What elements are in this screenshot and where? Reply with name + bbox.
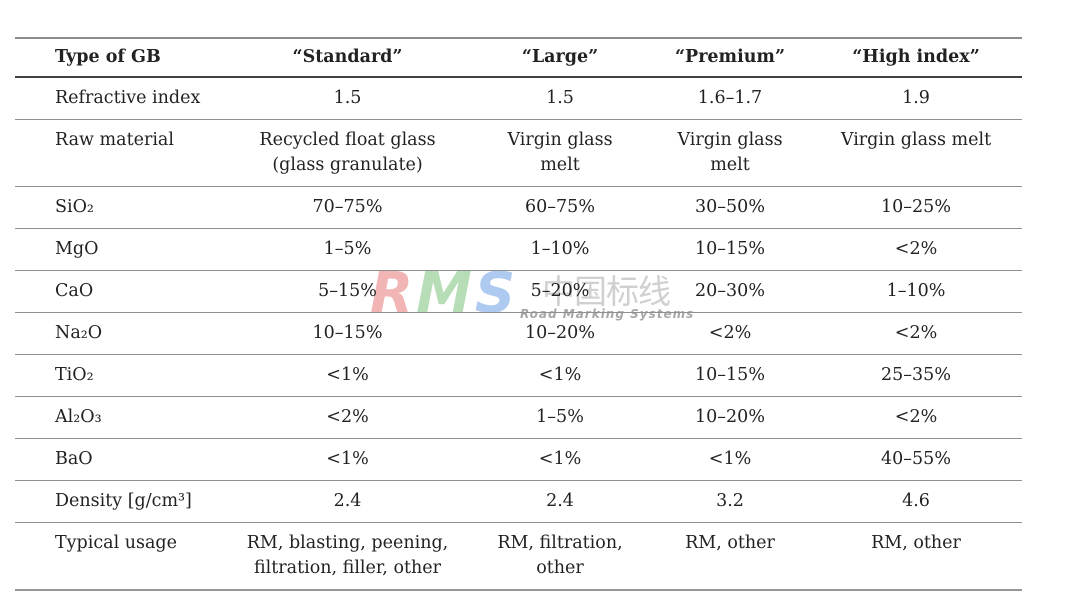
column-header: “Standard” (292, 47, 403, 67)
table-cell: <2% (326, 407, 369, 427)
table-row: TiO₂ <1% <1% 10–15% 25–35% (15, 355, 1022, 397)
row-label: Density [g/cm³] (55, 491, 192, 511)
table-cell: 10–15% (695, 239, 765, 259)
table-cell: 5–20% (530, 281, 590, 301)
column-header: “High index” (852, 47, 980, 67)
table-row: Typical usage RM, blasting, peening, filt… (15, 523, 1022, 590)
table-cell: 1–10% (886, 281, 946, 301)
table-cell: 10–15% (312, 323, 383, 343)
row-label: BaO (55, 449, 93, 469)
row-label: Na₂O (55, 323, 103, 343)
table-cell: 20–30% (695, 281, 765, 301)
table-cell: <2% (894, 239, 938, 259)
table-cell: 5–15% (318, 281, 377, 301)
table-cell: <1% (538, 449, 582, 469)
table-cell: RM, other (685, 533, 775, 553)
table-row: Density [g/cm³] 2.4 2.4 3.2 4.6 (15, 481, 1022, 523)
table-cell: 2.4 (546, 491, 574, 511)
table-cell: 1–10% (530, 239, 590, 259)
row-label: TiO₂ (55, 365, 94, 385)
row-label-header: Type of GB (55, 47, 161, 67)
table-cell: <1% (538, 365, 582, 385)
table-cell: Virgin glass melt (507, 130, 613, 175)
table-body: Refractive index 1.5 1.5 1.6–1.7 1.9 Raw mate… (15, 77, 1022, 590)
table-cell: 1–5% (536, 407, 584, 427)
table-cell: 40–55% (881, 449, 951, 469)
table-cell: Virgin glass melt (677, 130, 783, 175)
table-cell: 25–35% (881, 365, 951, 385)
table-cell: <2% (894, 323, 938, 343)
table-cell: RM, blasting, peening, filtration, fille… (246, 533, 449, 578)
column-header: “Large” (521, 47, 599, 67)
row-label: Raw material (55, 130, 174, 150)
row-label: MgO (55, 239, 99, 259)
table-cell: <1% (708, 449, 752, 469)
table-cell: 10–20% (695, 407, 765, 427)
table-row: Al₂O₃ <2% 1–5% 10–20% <2% (15, 397, 1022, 439)
table-cell: <2% (894, 407, 938, 427)
table-cell: 1.5 (333, 88, 362, 108)
table-cell: 4.6 (902, 491, 930, 511)
table-cell: 1.5 (546, 88, 574, 108)
table-cell: RM, other (871, 533, 961, 553)
table-cell: 10–25% (881, 197, 951, 217)
row-label: SiO₂ (55, 197, 94, 217)
table-head-row: Type of GB “Standard” “Large” “Premium” “Hig… (15, 38, 1022, 77)
table-cell: 60–75% (525, 197, 595, 217)
table-row: SiO₂ 70–75% 60–75% 30–50% 10–25% (15, 187, 1022, 229)
table-cell: 1.9 (902, 88, 930, 108)
table-cell: <1% (326, 365, 369, 385)
row-label: Al₂O₃ (55, 407, 102, 427)
table-cell: 1.6–1.7 (697, 88, 763, 108)
table-cell: 2.4 (333, 491, 362, 511)
table-row: CaO 5–15% 5–20% 20–30% 1–10% (15, 271, 1022, 313)
table-row: Na₂O 10–15% 10–20% <2% <2% (15, 313, 1022, 355)
table-cell: 3.2 (716, 491, 744, 511)
row-label: Refractive index (55, 88, 201, 108)
table-row: BaO <1% <1% <1% 40–55% (15, 439, 1022, 481)
table-cell: RM, filtration, other (497, 533, 623, 578)
table-cell: 10–20% (525, 323, 595, 343)
table-row: Raw material Recycled float glass (glass … (15, 120, 1022, 187)
table-cell: Virgin glass melt (840, 130, 992, 150)
table-row: MgO 1–5% 1–10% 10–15% <2% (15, 229, 1022, 271)
table-cell: 30–50% (695, 197, 765, 217)
row-label: CaO (55, 281, 94, 301)
table-row: Refractive index 1.5 1.5 1.6–1.7 1.9 (15, 77, 1022, 120)
table-cell: 70–75% (312, 197, 383, 217)
column-header: “Premium” (674, 47, 786, 67)
table-cell: <2% (708, 323, 752, 343)
table-cell: <1% (326, 449, 369, 469)
composition-table: Type of GB “Standard” “Large” “Premium” “Hig… (15, 37, 1022, 591)
table-cell: Recycled float glass (glass granulate) (259, 130, 436, 175)
row-label: Typical usage (55, 533, 177, 553)
table-cell: 1–5% (323, 239, 372, 259)
table-cell: 10–15% (695, 365, 765, 385)
